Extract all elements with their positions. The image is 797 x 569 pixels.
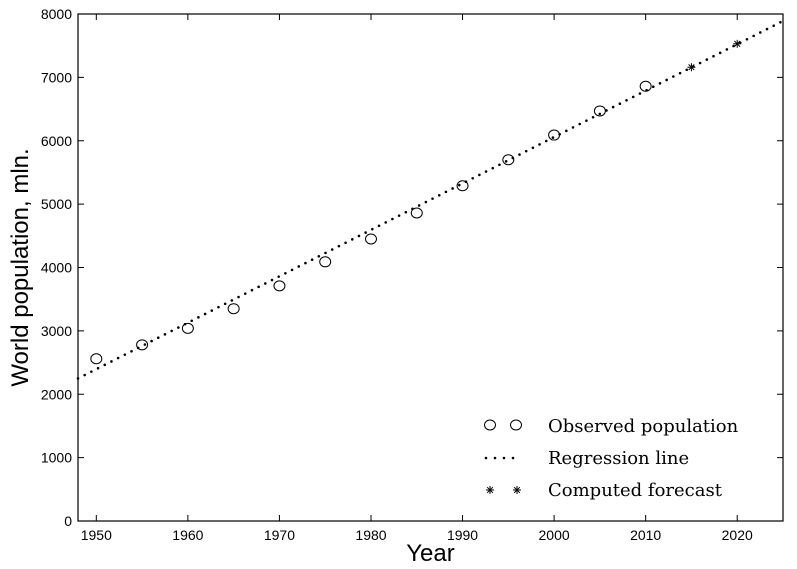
legend-item-computed-forecast: Computed forecast [486,480,723,501]
legend-item-observed-population: Observed population [484,416,739,437]
legend-circle-icon [484,419,522,431]
observed-point [639,80,652,92]
observed-point [319,256,332,268]
axes-frame [77,13,784,522]
legend-label-regression-line: Regression line [548,448,689,469]
forecast-point [733,39,742,48]
y-tick-label: 8000 [41,6,72,22]
y-tick-label: 0 [64,513,72,529]
observed-point [364,233,377,245]
x-tick-label: 1970 [264,527,295,543]
y-axis-ticks: 0 1000 2000 3000 4000 5000 6000 7000 8000 [41,6,783,529]
y-tick-label: 7000 [41,69,72,85]
y-tick-label: 3000 [41,323,72,339]
x-tick-label: 2010 [630,527,661,543]
legend-item-regression-line: Regression line [484,448,689,469]
y-tick-label: 6000 [41,133,72,149]
legend-circle-mark [484,419,496,431]
y-axis-title: World population, mln. [7,148,34,386]
x-tick-label: 1990 [447,527,478,543]
legend: Observed population Regression line Comp… [484,416,739,501]
x-tick-label: 2020 [722,527,753,543]
y-tick-label: 4000 [41,260,72,276]
x-tick-label: 1950 [81,527,112,543]
observed-population-points [90,80,652,365]
x-tick-label: 1960 [172,527,203,543]
y-tick-label: 5000 [41,196,72,212]
x-axis-ticks: 1950 1960 1970 1980 1990 2000 2010 2020 [81,14,753,543]
legend-label-observed-population: Observed population [548,416,739,437]
observed-point [502,154,515,166]
forecast-point [687,63,696,72]
observed-point [181,322,194,334]
plot-area: 1950 1960 1970 1980 1990 2000 2010 2020 0 1000 20… [41,6,785,543]
observed-point [456,180,469,192]
x-tick-label: 2000 [539,527,570,543]
legend-star-mark [486,486,494,494]
observed-point [136,339,149,351]
x-axis-title: Year [406,540,455,567]
legend-star-icon [486,486,521,494]
observed-point [410,207,423,219]
observed-point [227,303,240,315]
observed-point [548,129,561,141]
x-tick-label: 1980 [355,527,386,543]
observed-point [593,105,606,117]
legend-star-mark [513,486,521,494]
y-tick-label: 1000 [41,450,72,466]
legend-circle-mark [510,419,522,431]
y-tick-label: 2000 [41,386,72,402]
computed-forecast-points [687,39,742,72]
legend-label-computed-forecast: Computed forecast [548,480,723,501]
observed-point [273,280,286,292]
observed-point [90,353,103,365]
